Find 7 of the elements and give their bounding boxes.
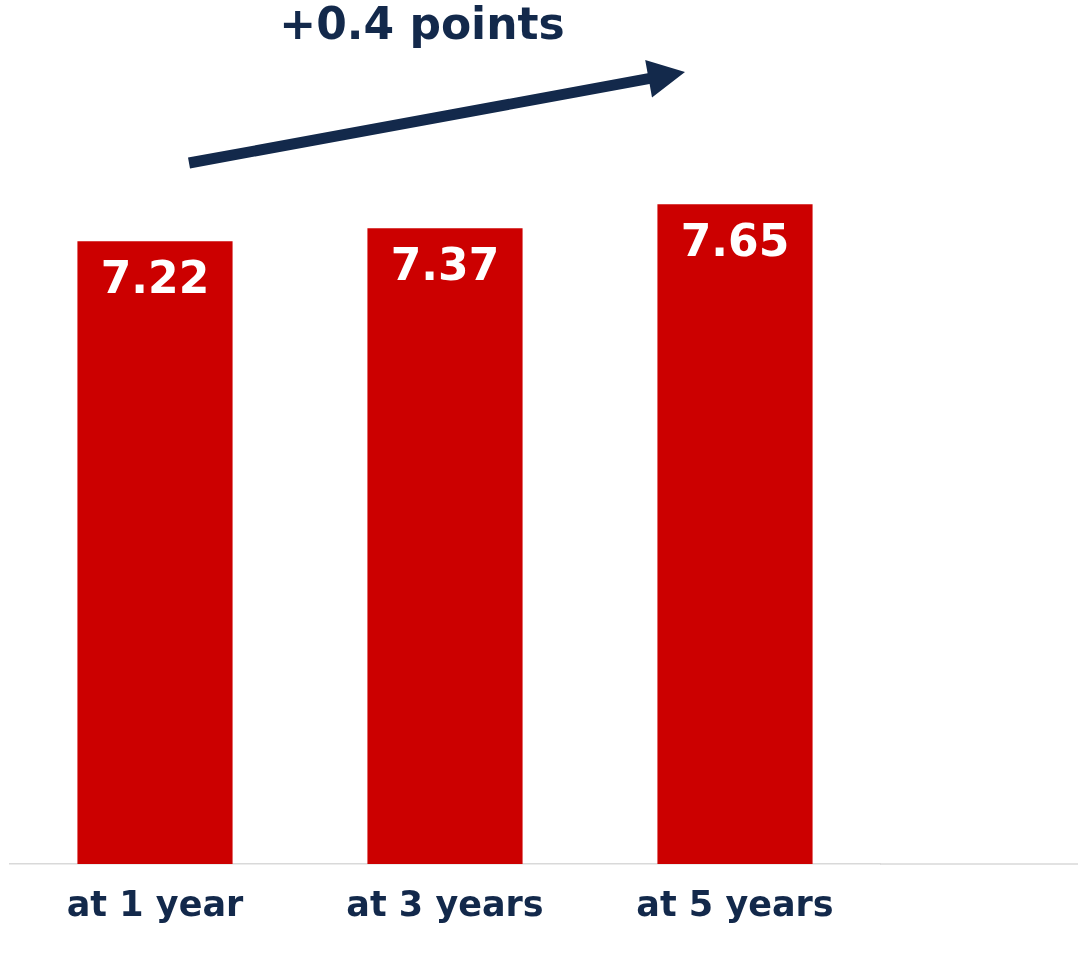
x-tick-label: at 3 years [346, 884, 544, 925]
data-label: 7.65 [680, 214, 790, 266]
x-tick-label: at 1 year [66, 884, 244, 925]
x-tick-label: at 5 years [636, 884, 834, 925]
data-label: 7.37 [390, 238, 500, 290]
data-label: 7.22 [100, 251, 210, 303]
text: +0.4 points [279, 0, 565, 50]
